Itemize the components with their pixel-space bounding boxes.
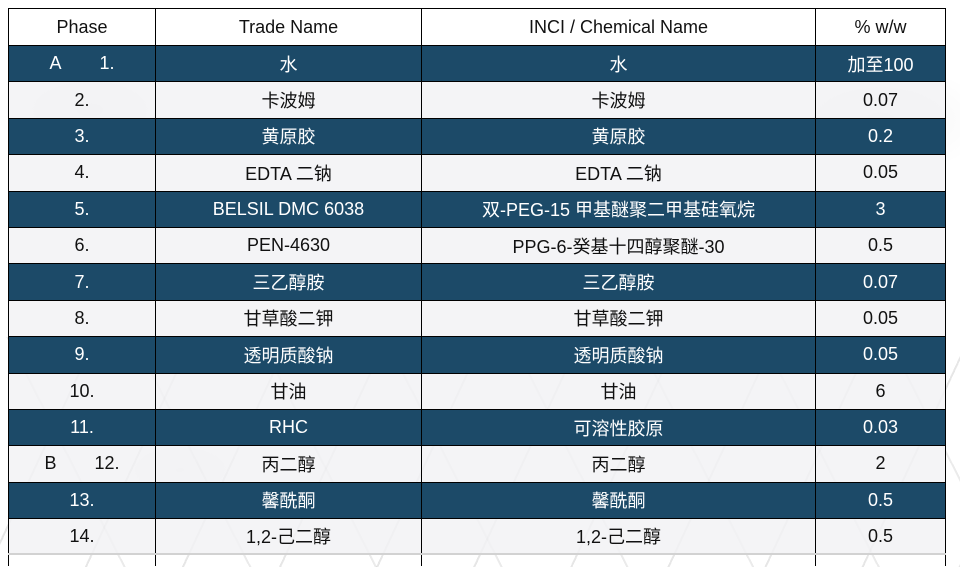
inci-name-cell: 三乙醇胺 [422,264,816,300]
phase-cell: A 1. [8,46,156,82]
row-number: 2. [74,89,90,110]
trade-name-cell: 卡波姆 [156,82,422,118]
phase-cell: 2. [8,82,156,118]
percent-cell: 6 [816,373,946,409]
percent-cell: 0.07 [816,264,946,300]
inci-name-cell: 馨酰酮 [422,482,816,519]
percent-cell: 0.5 [816,227,946,264]
inci-name-cell: EDTA 二钠 [422,155,816,191]
row-number: 10. [69,380,95,401]
percent-cell: 0.03 [816,409,946,446]
inci-name-cell: 可溶性胶原 [422,409,816,446]
phase-cell: 3. [8,118,156,155]
inci-name-cell: 黄原胶 [422,118,816,155]
phase-cell: 14. [8,519,156,554]
table-row: 6. PEN-4630 PPG-6-癸基十四醇聚醚-30 0.5 [8,227,946,265]
inci-name-cell: 1,2-己二醇 [422,519,816,554]
table-row: B 12. 丙二醇 丙二醇 2 [8,446,946,483]
row-number: 9. [74,344,90,365]
row-number: 12. [94,453,120,474]
row-number: 13. [69,489,95,510]
inci-name-cell: 甘草酸二钾 [422,300,816,337]
percent-cell: 0.05 [816,337,946,373]
trade-name-cell: 三乙醇胺 [156,264,422,300]
percent-cell: 0.05 [816,155,946,191]
trade-name-cell: 水 [156,46,422,82]
table-row: 14. 1,2-己二醇 1,2-己二醇 0.5 [8,519,946,556]
trade-name-cell: 丙二醇 [156,446,422,482]
phase-cell: 11. [8,409,156,446]
phase-cell: 5. [8,191,156,227]
table-header-row: Phase Trade Name INCI / Chemical Name % … [8,8,946,46]
partial-inci-cell [422,555,816,567]
row-number: 8. [74,307,90,328]
table-row: 7. 三乙醇胺 三乙醇胺 0.07 [8,264,946,301]
trade-name-cell: RHC [156,409,422,446]
percent-cell: 0.2 [816,118,946,155]
percent-cell: 0.05 [816,300,946,337]
row-number: 1. [99,53,115,74]
formula-table: Phase Trade Name INCI / Chemical Name % … [8,8,946,567]
inci-name-cell: 水 [422,46,816,82]
table-row: A 1. 水 水 加至100 [8,46,946,83]
header-phase: Phase [8,9,156,45]
header-percent-ww: % w/w [816,9,946,45]
row-number: 5. [74,198,90,219]
phase-cell: 7. [8,264,156,300]
table-row: 3. 黄原胶 黄原胶 0.2 [8,118,946,156]
header-trade-name: Trade Name [156,9,422,45]
trade-name-cell: 1,2-己二醇 [156,519,422,554]
header-inci-chemical-name: INCI / Chemical Name [422,9,816,45]
phase-cell: 10. [8,373,156,409]
phase-cell: B 12. [8,446,156,482]
trade-name-cell: 甘草酸二钾 [156,300,422,337]
inci-name-cell: 卡波姆 [422,82,816,118]
percent-cell: 0.5 [816,519,946,554]
phase-cell: 4. [8,155,156,191]
phase-cell: 8. [8,300,156,337]
row-number: 6. [74,235,90,256]
table-row: 13. 馨酰酮 馨酰酮 0.5 [8,482,946,520]
trade-name-cell: 透明质酸钠 [156,337,422,373]
inci-name-cell: PPG-6-癸基十四醇聚醚-30 [422,227,816,264]
table-body: A 1. 水 水 加至100 2. 卡波姆 卡波姆 0.07 3. 黄原胶 黄原… [8,46,946,556]
row-number: 3. [74,125,90,146]
phase-cell: 9. [8,337,156,373]
phase-letter: B [44,453,57,474]
table-row: 2. 卡波姆 卡波姆 0.07 [8,82,946,119]
phase-letter: A [49,53,62,74]
inci-name-cell: 甘油 [422,373,816,409]
table-row: 5. BELSIL DMC 6038 双-PEG-15 甲基醚聚二甲基硅氧烷 3 [8,191,946,228]
phase-cell: 6. [8,227,156,264]
partial-phase-cell [8,555,156,567]
partial-trade-cell [156,555,422,567]
inci-name-cell: 双-PEG-15 甲基醚聚二甲基硅氧烷 [422,191,816,227]
table-row: 8. 甘草酸二钾 甘草酸二钾 0.05 [8,300,946,338]
row-number: 14. [69,525,95,546]
inci-name-cell: 透明质酸钠 [422,337,816,373]
row-number: 11. [70,417,94,438]
phase-cell: 13. [8,482,156,519]
percent-cell: 0.07 [816,82,946,118]
trade-name-cell: BELSIL DMC 6038 [156,191,422,227]
trade-name-cell: EDTA 二钠 [156,155,422,191]
percent-cell: 0.5 [816,482,946,519]
trade-name-cell: 甘油 [156,373,422,409]
row-number: 4. [74,162,90,183]
table-row: 10. 甘油 甘油 6 [8,373,946,410]
table-row: 11. RHC 可溶性胶原 0.03 [8,409,946,447]
table-partial-row [8,555,946,567]
trade-name-cell: 馨酰酮 [156,482,422,519]
row-number: 7. [74,271,90,292]
percent-cell: 2 [816,446,946,482]
trade-name-cell: 黄原胶 [156,118,422,155]
percent-cell: 3 [816,191,946,227]
partial-percent-cell [816,555,946,567]
percent-cell: 加至100 [816,46,946,82]
table-row: 4. EDTA 二钠 EDTA 二钠 0.05 [8,155,946,192]
inci-name-cell: 丙二醇 [422,446,816,482]
trade-name-cell: PEN-4630 [156,227,422,264]
table-row: 9. 透明质酸钠 透明质酸钠 0.05 [8,337,946,374]
